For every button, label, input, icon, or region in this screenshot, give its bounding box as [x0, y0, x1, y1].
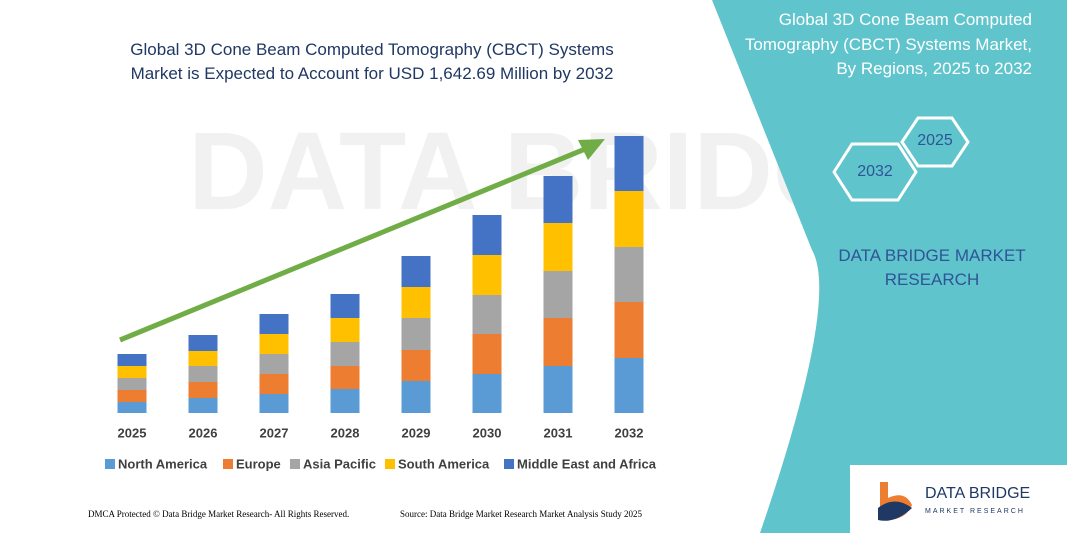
logo-name: DATA BRIDGE: [925, 485, 1030, 502]
bar-segment: [330, 318, 360, 342]
bar-segment: [472, 374, 502, 413]
legend-swatch: [504, 459, 514, 469]
bar-segment: [330, 366, 360, 389]
x-tick-label: 2030: [473, 425, 502, 440]
legend-label: Europe: [236, 456, 281, 471]
bar-segment: [259, 354, 289, 374]
brand: DATA BRIDGE MARKET RESEARCH: [838, 246, 1025, 289]
bar-segment: [401, 350, 431, 381]
bar-segment: [330, 389, 360, 413]
bar-segment: [188, 351, 218, 366]
x-tick-label: 2028: [331, 425, 360, 440]
bar-segment: [614, 247, 644, 302]
bar-segment: [472, 295, 502, 334]
bar-segment: [259, 314, 289, 334]
legend-swatch: [385, 459, 395, 469]
bar-segment: [188, 398, 218, 413]
legend-swatch: [223, 459, 233, 469]
bar-segment: [472, 215, 502, 255]
bar-segment: [259, 394, 289, 413]
x-tick-label: 2027: [260, 425, 289, 440]
bar-segment: [401, 381, 431, 413]
bar-segment: [543, 271, 573, 318]
bar-segment: [188, 335, 218, 351]
legend-label: South America: [398, 456, 490, 471]
bar-segment: [543, 176, 573, 223]
legend-swatch: [290, 459, 300, 469]
bar-segment: [614, 136, 644, 191]
x-tick-label: 2032: [615, 425, 644, 440]
footer-right: Source: Data Bridge Market Research Mark…: [400, 509, 642, 519]
bar-segment: [614, 358, 644, 413]
chart-title: Global 3D Cone Beam Computed Tomography …: [130, 40, 613, 83]
legend-label: Asia Pacific: [303, 456, 376, 471]
panel-title: Global 3D Cone Beam Computed Tomography (…: [745, 10, 1032, 78]
hexagon: [832, 142, 918, 202]
bar-segment: [330, 294, 360, 318]
legend-label: Middle East and Africa: [517, 456, 657, 471]
side-panel: [712, 0, 1067, 533]
bar-segment: [259, 374, 289, 394]
hexagon: [900, 116, 970, 168]
bar-segment: [543, 223, 573, 271]
logo-tagline: MARKET RESEARCH: [925, 508, 1025, 515]
bar-segment: [614, 302, 644, 358]
x-tick-label: 2031: [544, 425, 573, 440]
bar-segment: [117, 390, 147, 402]
bar-segment: [117, 366, 147, 378]
legend-swatch: [105, 459, 115, 469]
hex-label: 2025: [917, 132, 953, 149]
legend-label: North America: [118, 456, 208, 471]
bar-segment: [117, 378, 147, 390]
bar-segment: [543, 318, 573, 366]
bar-segment: [472, 334, 502, 374]
bar-segment: [472, 255, 502, 295]
footer-left: DMCA Protected © Data Bridge Market Rese…: [88, 509, 349, 519]
x-tick-label: 2025: [118, 425, 147, 440]
hex-label: 2032: [857, 163, 893, 180]
bar-segment: [117, 402, 147, 413]
bar-segment: [401, 287, 431, 318]
bar-segment: [401, 318, 431, 350]
logo-icon: [878, 501, 912, 521]
bar-segment: [614, 191, 644, 247]
bar-segment: [330, 342, 360, 366]
bar-segment: [188, 382, 218, 398]
bar-segment: [543, 366, 573, 413]
bar-segment: [401, 256, 431, 287]
trend-arrow: [119, 144, 591, 343]
bar-segment: [259, 334, 289, 354]
bar-segment: [188, 366, 218, 382]
bar-segment: [117, 354, 147, 366]
trend-arrowhead: [578, 139, 605, 160]
x-tick-label: 2026: [189, 425, 218, 440]
x-tick-label: 2029: [402, 425, 431, 440]
